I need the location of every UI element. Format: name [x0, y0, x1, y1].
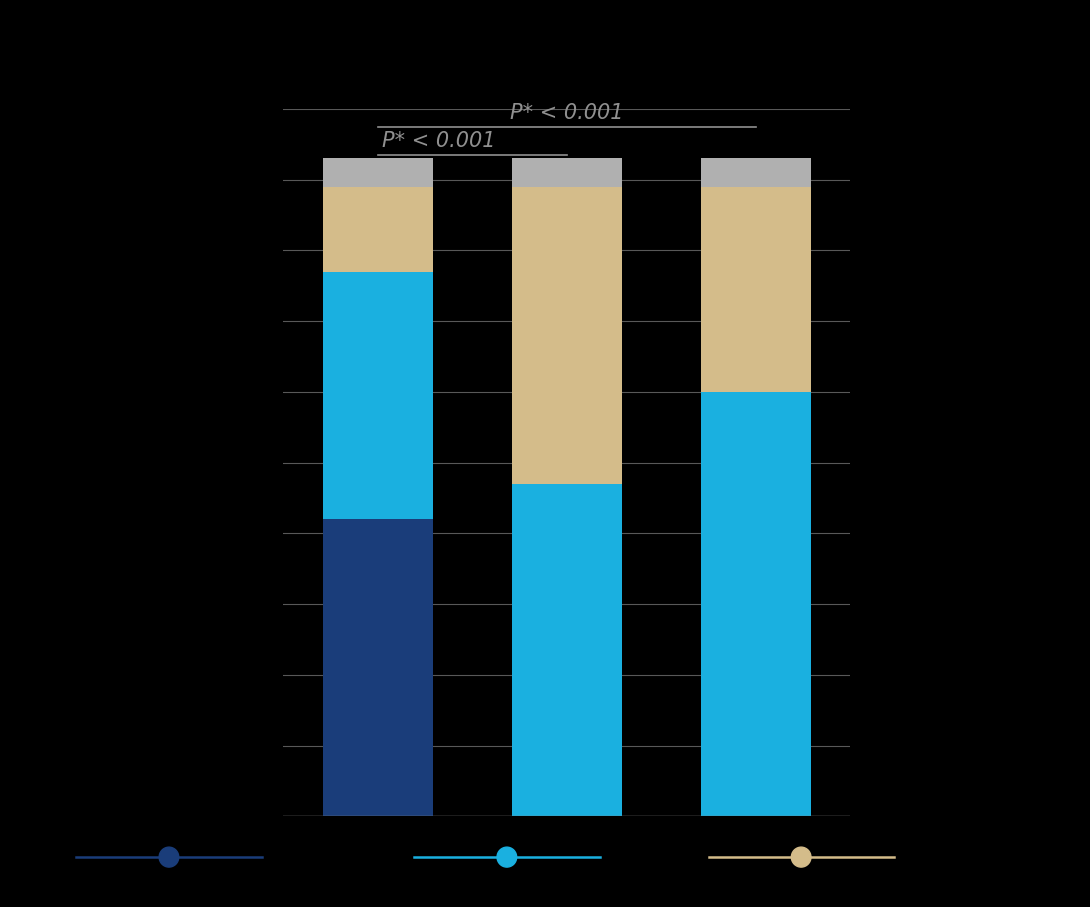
Bar — [701, 187, 811, 392]
Bar — [512, 187, 621, 483]
Bar — [323, 271, 433, 519]
Bar — [701, 392, 811, 816]
Text: P* < 0.001: P* < 0.001 — [382, 132, 495, 151]
Bar — [323, 159, 433, 187]
Bar — [701, 159, 811, 187]
Bar — [323, 187, 433, 271]
Bar — [512, 483, 621, 816]
Bar — [512, 159, 621, 187]
Bar — [323, 519, 433, 816]
Text: P* < 0.001: P* < 0.001 — [510, 103, 623, 123]
